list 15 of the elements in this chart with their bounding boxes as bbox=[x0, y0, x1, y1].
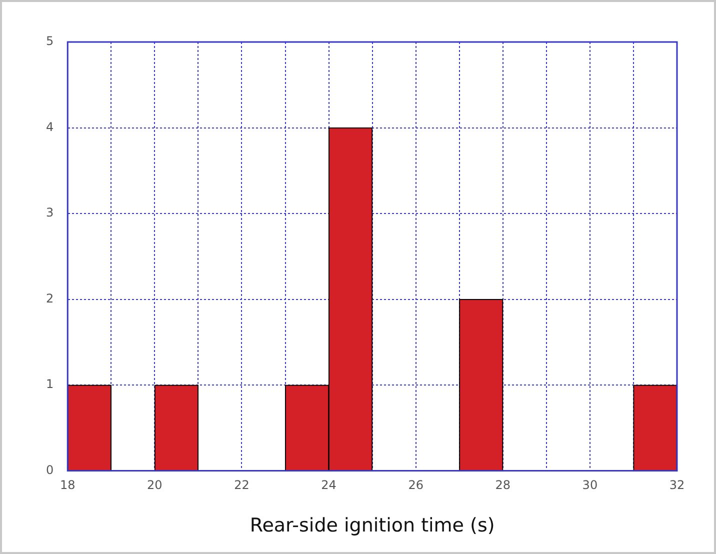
y-tick-label: 5 bbox=[46, 34, 54, 48]
y-tick-label: 2 bbox=[46, 291, 54, 306]
x-tick-label: 32 bbox=[669, 478, 685, 492]
y-tick-label: 3 bbox=[46, 206, 54, 220]
x-tick-label: 22 bbox=[234, 478, 250, 492]
y-tick-label: 4 bbox=[46, 120, 54, 134]
y-tick-label: 0 bbox=[46, 462, 54, 477]
x-tick-label: 24 bbox=[321, 478, 336, 492]
x-tick-label: 18 bbox=[60, 478, 76, 492]
x-tick-label: 20 bbox=[147, 478, 162, 492]
y-tick-label: 1 bbox=[46, 377, 54, 392]
x-tick-label: 26 bbox=[408, 478, 424, 492]
x-tick-label: 30 bbox=[582, 478, 598, 492]
x-tick-label: 28 bbox=[495, 478, 511, 492]
x-axis-title: Rear-side ignition time (s) bbox=[250, 514, 495, 537]
